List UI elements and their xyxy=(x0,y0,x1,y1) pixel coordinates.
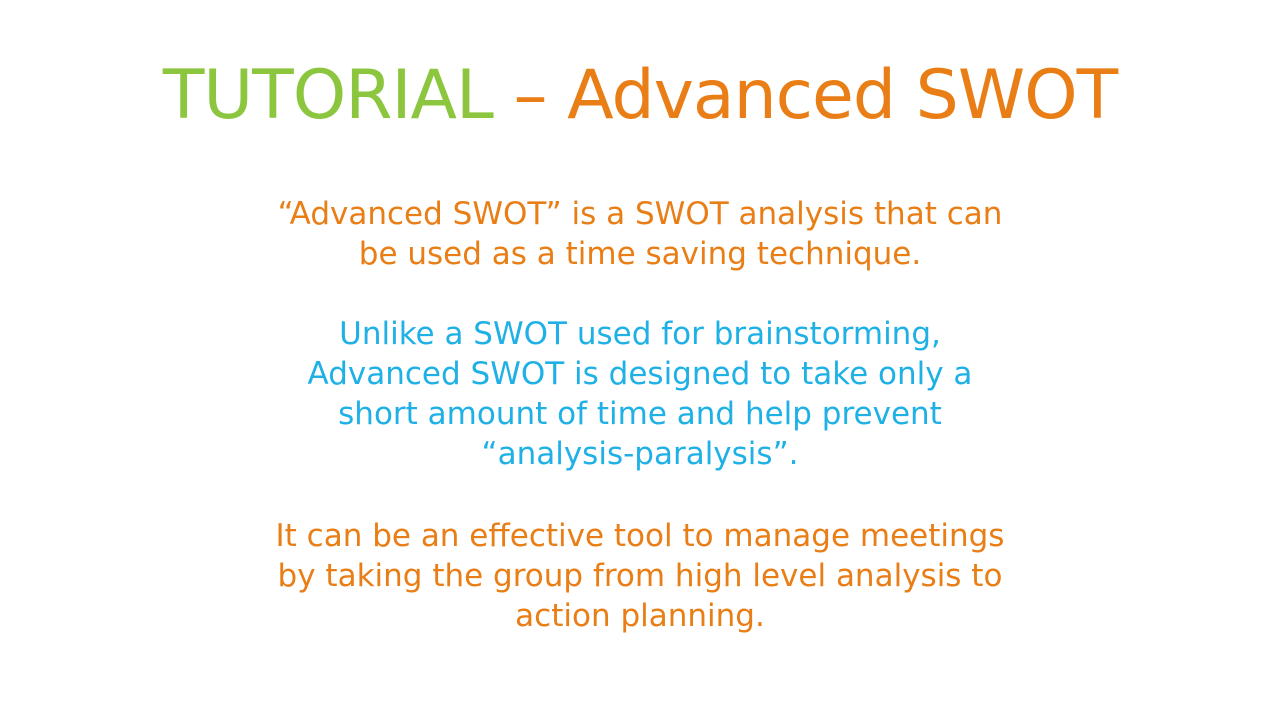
paragraph-comparison: Unlike a SWOT used for brainstorming, Ad… xyxy=(200,314,1080,474)
slide-title: TUTORIAL – Advanced SWOT xyxy=(0,58,1280,134)
text-line: short amount of time and help prevent xyxy=(338,396,942,432)
text-line: “analysis-paralysis”. xyxy=(481,436,799,472)
text-line: Unlike a SWOT used for brainstorming, xyxy=(339,316,941,352)
text-line: “Advanced SWOT” is a SWOT analysis that … xyxy=(277,196,1003,232)
text-line: action planning. xyxy=(515,598,765,634)
text-line: Advanced SWOT is designed to take only a xyxy=(307,356,973,392)
text-line: be used as a time saving technique. xyxy=(358,236,922,272)
paragraph-definition: “Advanced SWOT” is a SWOT analysis that … xyxy=(200,194,1080,274)
title-separator: – xyxy=(492,56,568,135)
title-advanced-swot: Advanced SWOT xyxy=(567,56,1118,135)
title-tutorial: TUTORIAL xyxy=(162,56,494,135)
text-line: It can be an effective tool to manage me… xyxy=(275,518,1005,554)
text-line: by taking the group from high level anal… xyxy=(277,558,1003,594)
paragraph-usage: It can be an effective tool to manage me… xyxy=(200,516,1080,636)
